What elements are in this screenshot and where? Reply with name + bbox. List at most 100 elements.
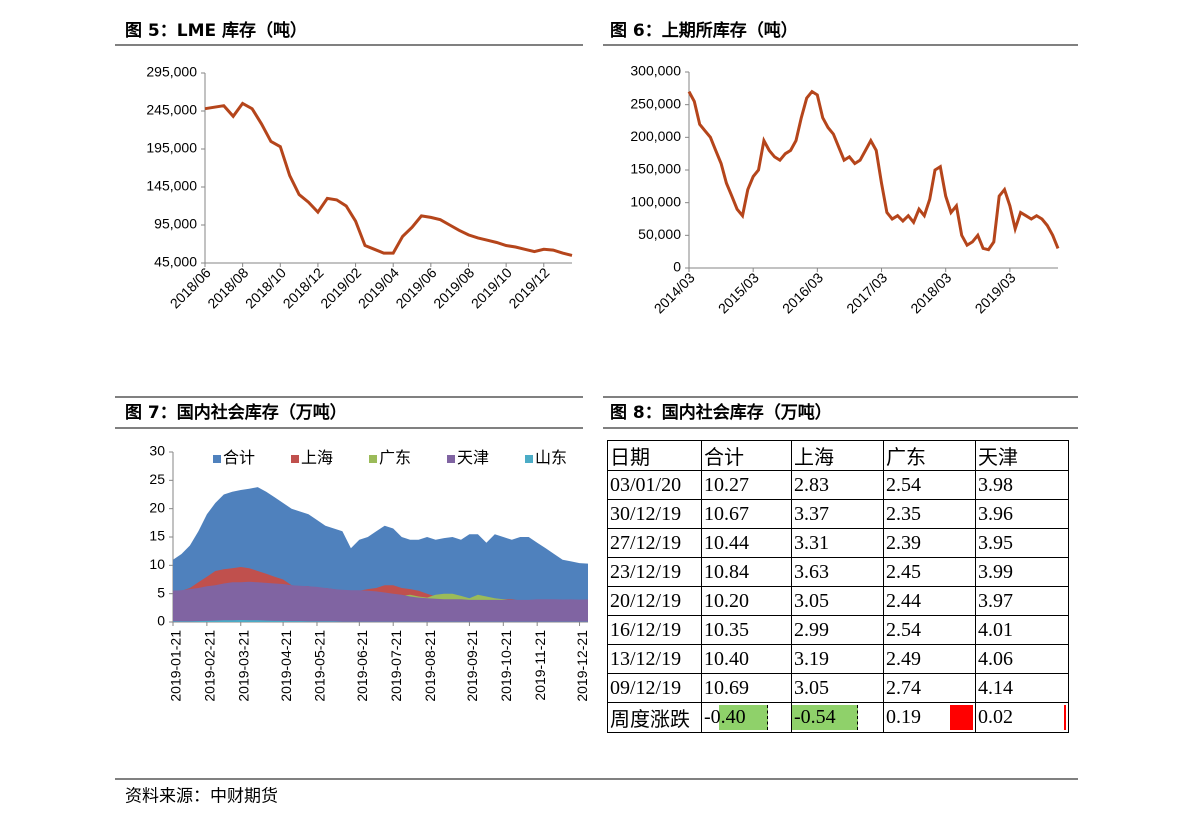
chart-title: 图 5：LME 库存（吨） (125, 20, 307, 41)
legend-label: 上海 (301, 449, 333, 467)
table-cell: 27/12/19 (607, 528, 702, 558)
table-cell: 2.54 (883, 615, 976, 645)
cell-text: 2.99 (794, 618, 829, 641)
cell-text: 合计 (704, 447, 744, 469)
cell-text: 10.27 (704, 473, 749, 496)
table-cell: 23/12/19 (607, 557, 702, 587)
table-cell: 2.54 (883, 470, 976, 500)
y-tick-label: 10 (149, 556, 165, 572)
cell-text: 23/12/19 (610, 560, 682, 583)
table-row: 23/12/19 10.84 3.63 2.45 3.99 (607, 557, 1069, 587)
cell-text: 20/12/19 (610, 589, 682, 612)
x-tick-label: 2017/03 (843, 269, 890, 316)
cell-text: 3.97 (978, 589, 1013, 612)
table-cell: 2.45 (883, 557, 976, 587)
x-tick-label: 2019-04-21 (278, 630, 294, 702)
x-tick-label: 2015/03 (715, 269, 762, 316)
table-cell: 2.74 (883, 673, 976, 703)
cell-text: 2.49 (886, 647, 921, 670)
x-tick-label: 2018/12 (280, 264, 327, 311)
y-tick-label: 45,000 (154, 254, 197, 270)
cell-text: 09/12/19 (610, 676, 682, 699)
table-cell: 周度涨跌 (607, 702, 702, 733)
table-cell: 3.05 (791, 673, 884, 703)
y-tick-label: 20 (149, 499, 165, 515)
table-cell: 3.31 (791, 528, 884, 558)
cell-text: 2.54 (886, 473, 921, 496)
x-tick-label: 2019-01-21 (168, 630, 184, 702)
table-row: 周度涨跌 -0.40 -0.54 0.19 0.02 (607, 702, 1069, 733)
cell-text: 2.74 (886, 676, 921, 699)
x-tick-label: 2016/03 (779, 269, 826, 316)
cell-text: -0.40 (704, 706, 746, 728)
legend-swatch (447, 455, 455, 463)
table-cell: 3.97 (975, 586, 1069, 616)
cell-text: 3.05 (794, 589, 829, 612)
cell-text: 27/12/19 (610, 531, 682, 554)
y-tick-label: 15 (149, 528, 165, 544)
x-tick-label: 2019-10-21 (498, 630, 514, 702)
cell-text: 3.63 (794, 560, 829, 583)
x-tick-label: 2019-03-21 (235, 630, 251, 702)
x-tick-label: 2019/06 (392, 264, 439, 311)
cell-text: 2.54 (886, 618, 921, 641)
cell-text: 10.40 (704, 647, 749, 670)
table-row: 27/12/19 10.44 3.31 2.39 3.95 (607, 528, 1069, 558)
x-tick-label: 2019/08 (430, 264, 477, 311)
table-cell: 20/12/19 (607, 586, 702, 616)
table: 日期 合计 上海 广东 天津 03/01/20 10.27 2.83 2.54 3.98 30/12… (607, 440, 1069, 733)
y-tick-label: 0 (673, 259, 681, 275)
x-tick-label: 2018/03 (907, 269, 954, 316)
legend-swatch (291, 455, 299, 463)
table-cell: 2.99 (791, 615, 884, 645)
table-cell: 3.95 (975, 528, 1069, 558)
table-cell: 4.01 (975, 615, 1069, 645)
cell-text: 30/12/19 (610, 502, 682, 525)
x-tick-label: 2018/10 (242, 264, 289, 311)
chart-title: 图 6：上期所库存（吨） (610, 20, 798, 41)
y-tick-label: 250,000 (630, 95, 681, 111)
table-cell: 10.35 (701, 615, 792, 645)
cell-text: 3.96 (978, 502, 1013, 525)
table-row: 16/12/19 10.35 2.99 2.54 4.01 (607, 615, 1069, 645)
cell-text: 0.19 (886, 706, 921, 728)
x-tick-label: 2019/04 (355, 264, 402, 311)
x-tick-label: 2019/02 (317, 264, 364, 311)
table-cell: 3.05 (791, 586, 884, 616)
line (687, 89, 1060, 252)
table-cell: 03/01/20 (607, 470, 702, 500)
table-cell: 0.19 (883, 702, 976, 733)
cell-text: 10.69 (704, 676, 749, 699)
table-cell: 4.06 (975, 644, 1069, 674)
y-tick-label: 200,000 (630, 128, 681, 144)
x-tick-label: 2019-05-21 (312, 630, 328, 702)
x-tick-label: 2018/06 (167, 264, 214, 311)
table-cell: 3.63 (791, 557, 884, 587)
table-cell: 2.35 (883, 499, 976, 529)
table-cell: 10.84 (701, 557, 792, 587)
cell-text: 上海 (794, 447, 834, 469)
chart-title: 图 7：国内社会库存（万吨） (125, 402, 347, 423)
table-cell: 天津 (975, 440, 1069, 471)
x-tick-label: 2019-09-21 (464, 630, 480, 702)
table-cell: -0.54 (791, 702, 884, 733)
cell-text: 3.31 (794, 531, 829, 554)
table-cell: 3.98 (975, 470, 1069, 500)
x-tick-label: 2019/03 (972, 269, 1019, 316)
y-tick-label: 5 (157, 584, 165, 600)
cell-text: 3.95 (978, 531, 1013, 554)
cell-text: 3.05 (794, 676, 829, 699)
table-cell: -0.40 (701, 702, 792, 733)
y-tick-label: 50,000 (638, 226, 681, 242)
table-row: 03/01/20 10.27 2.83 2.54 3.98 (607, 470, 1069, 500)
table-cell: 30/12/19 (607, 499, 702, 529)
table-row: 30/12/19 10.67 3.37 2.35 3.96 (607, 499, 1069, 529)
table-title: 图 8：国内社会库存（万吨） (610, 402, 832, 423)
y-tick-label: 295,000 (146, 64, 197, 80)
cell-text: 10.35 (704, 618, 749, 641)
cell-text: 2.39 (886, 531, 921, 554)
table-cell: 2.39 (883, 528, 976, 558)
cell-text: 3.98 (978, 473, 1013, 496)
